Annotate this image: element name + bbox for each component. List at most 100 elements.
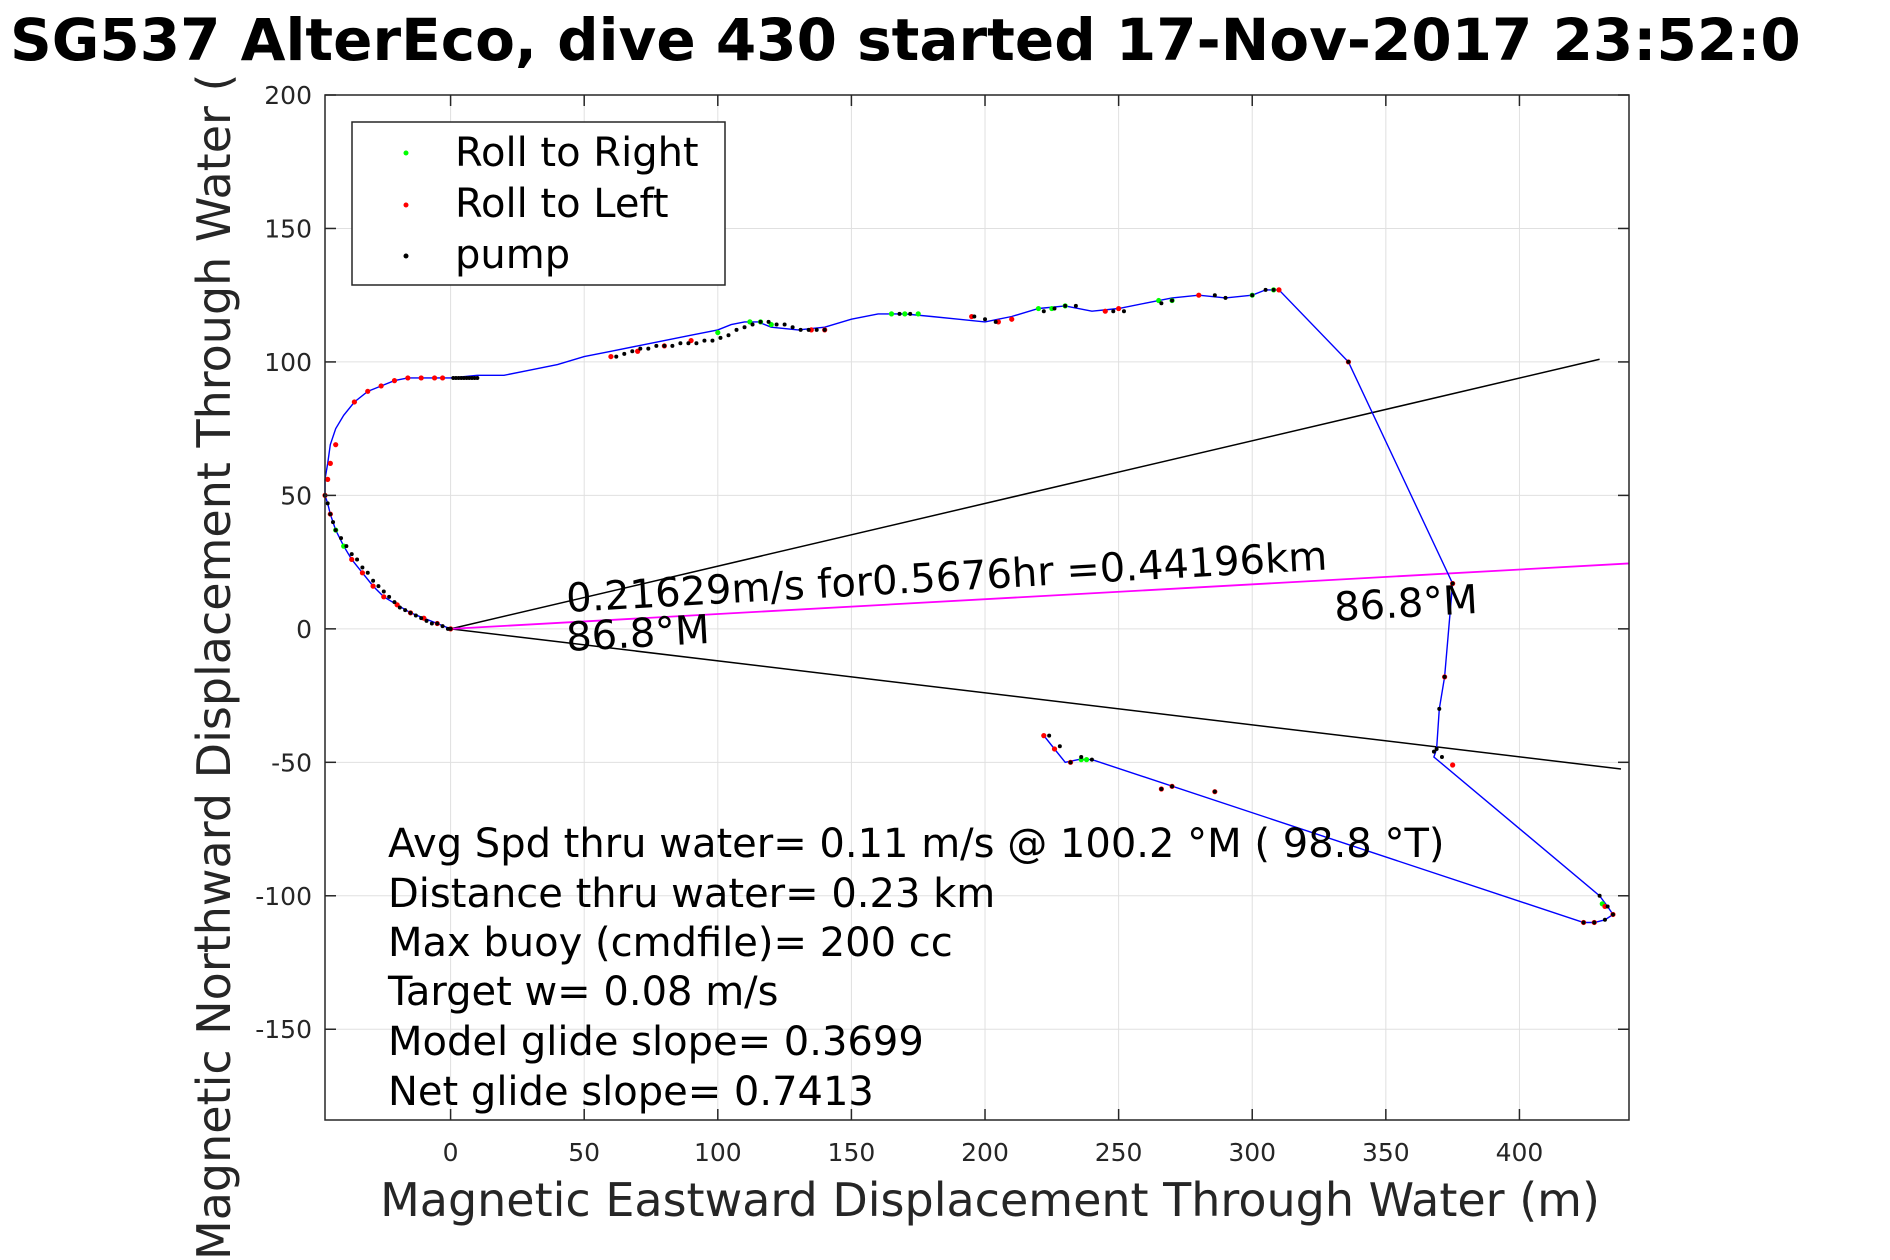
pump-point bbox=[710, 338, 715, 343]
pump-point bbox=[1121, 309, 1126, 314]
roll-left-point bbox=[1051, 746, 1058, 752]
pump-point bbox=[742, 325, 747, 330]
pump-point bbox=[646, 346, 651, 351]
pump-point bbox=[1263, 287, 1268, 292]
pump-point bbox=[622, 351, 627, 356]
pump-point bbox=[1041, 309, 1046, 314]
roll-left-point bbox=[1102, 308, 1108, 314]
roll-left-point bbox=[1450, 762, 1456, 768]
pump-point bbox=[392, 600, 397, 605]
roll-left-point bbox=[1009, 316, 1015, 322]
roll-right-point bbox=[902, 311, 908, 317]
pump-point bbox=[686, 341, 691, 346]
pump-point bbox=[424, 618, 429, 623]
pump-point bbox=[435, 621, 440, 626]
pump-point bbox=[328, 512, 333, 517]
pump-point bbox=[694, 341, 699, 346]
roll-left-point bbox=[1196, 292, 1202, 298]
roll-left-point bbox=[1041, 733, 1047, 739]
pump-point bbox=[1250, 293, 1255, 298]
pump-point bbox=[1434, 746, 1439, 751]
roll-left-point bbox=[327, 460, 333, 466]
pump-point bbox=[1581, 920, 1586, 925]
reference-lines bbox=[450, 358, 1630, 770]
y-tick-label: 0 bbox=[296, 615, 312, 644]
pump-point bbox=[758, 319, 763, 324]
roll-left-point bbox=[1276, 287, 1282, 293]
pump-point bbox=[908, 311, 913, 316]
legend: Roll to Right Roll to Left pump bbox=[351, 121, 726, 286]
x-tick-label: 300 bbox=[1228, 1138, 1276, 1167]
pump-point bbox=[381, 589, 386, 594]
pump-point bbox=[798, 327, 803, 332]
pump-point bbox=[371, 578, 376, 583]
pump-point bbox=[774, 322, 779, 327]
pump-point bbox=[806, 327, 811, 332]
legend-label-pump: pump bbox=[455, 232, 570, 278]
track-markers bbox=[322, 287, 1616, 926]
roll-left-point bbox=[378, 383, 384, 389]
pump-point bbox=[983, 317, 988, 322]
pump-point bbox=[397, 605, 402, 610]
pump-point bbox=[993, 319, 998, 324]
pump-point bbox=[331, 520, 336, 525]
pump-point bbox=[1111, 309, 1116, 314]
pump-point bbox=[1450, 581, 1455, 586]
pump-point bbox=[1073, 303, 1078, 308]
pump-point bbox=[440, 624, 445, 629]
pump-point bbox=[413, 613, 418, 618]
pump-point bbox=[662, 343, 667, 348]
pump-point bbox=[1047, 733, 1052, 738]
pump-point bbox=[1439, 754, 1444, 759]
roll-left-point bbox=[381, 594, 387, 600]
pump-point bbox=[1212, 293, 1217, 298]
pump-point bbox=[1610, 912, 1615, 917]
pump-point bbox=[1089, 757, 1094, 762]
x-tick-label: 0 bbox=[443, 1138, 459, 1167]
roll-right-point bbox=[888, 311, 895, 317]
x-tick-label: 350 bbox=[1362, 1138, 1410, 1167]
roll-left-point bbox=[391, 378, 398, 384]
roll-left-point bbox=[370, 583, 376, 589]
roll-right-point bbox=[1083, 757, 1090, 763]
stats-block: Avg Spd thru water= 0.11 m/s @ 100.2 °M … bbox=[387, 821, 1445, 1115]
pump-point bbox=[1057, 744, 1062, 749]
pump-point bbox=[702, 338, 707, 343]
pump-point bbox=[387, 594, 392, 599]
roll-left-point bbox=[333, 442, 339, 448]
cone-line bbox=[450, 358, 1600, 630]
pump-point bbox=[614, 354, 619, 359]
pump-point bbox=[1079, 754, 1084, 759]
stats-line: Avg Spd thru water= 0.11 m/s @ 100.2 °M … bbox=[388, 821, 1445, 867]
pump-point bbox=[782, 322, 787, 327]
pump-point bbox=[1271, 287, 1276, 292]
roll-left-point bbox=[1116, 305, 1122, 312]
pump-point bbox=[360, 565, 365, 570]
roll-left-point bbox=[365, 388, 371, 394]
pump-point bbox=[365, 570, 370, 575]
pump-point bbox=[1437, 706, 1442, 711]
cone-line bbox=[450, 628, 1622, 770]
pump-point bbox=[349, 552, 354, 557]
legend-marker-roll-left bbox=[403, 202, 409, 208]
x-axis-label: Magnetic Eastward Displacement Through W… bbox=[380, 1173, 1600, 1227]
legend-label-roll-left: Roll to Left bbox=[455, 181, 669, 227]
pump-point bbox=[1170, 784, 1175, 789]
legend-label-roll-right: Roll to Right bbox=[455, 130, 699, 176]
roll-left-point bbox=[608, 353, 614, 360]
pump-point bbox=[1346, 359, 1351, 364]
plot-frame bbox=[324, 94, 1630, 1121]
roll-left-point bbox=[418, 375, 424, 381]
roll-left-point bbox=[359, 570, 366, 576]
pump-point bbox=[429, 621, 434, 626]
pump-point bbox=[1212, 789, 1217, 794]
stats-line: Model glide slope= 0.3699 bbox=[388, 1019, 924, 1065]
pump-point bbox=[1431, 749, 1436, 754]
pump-point bbox=[790, 325, 795, 330]
current-vector-line bbox=[450, 562, 1630, 630]
pump-point bbox=[333, 528, 338, 533]
x-tick-label: 150 bbox=[828, 1138, 876, 1167]
pump-point bbox=[1605, 904, 1610, 909]
roll-left-point bbox=[349, 556, 355, 563]
y-axis-label: Magnetic Northward Displacement Through … bbox=[187, 74, 241, 1260]
